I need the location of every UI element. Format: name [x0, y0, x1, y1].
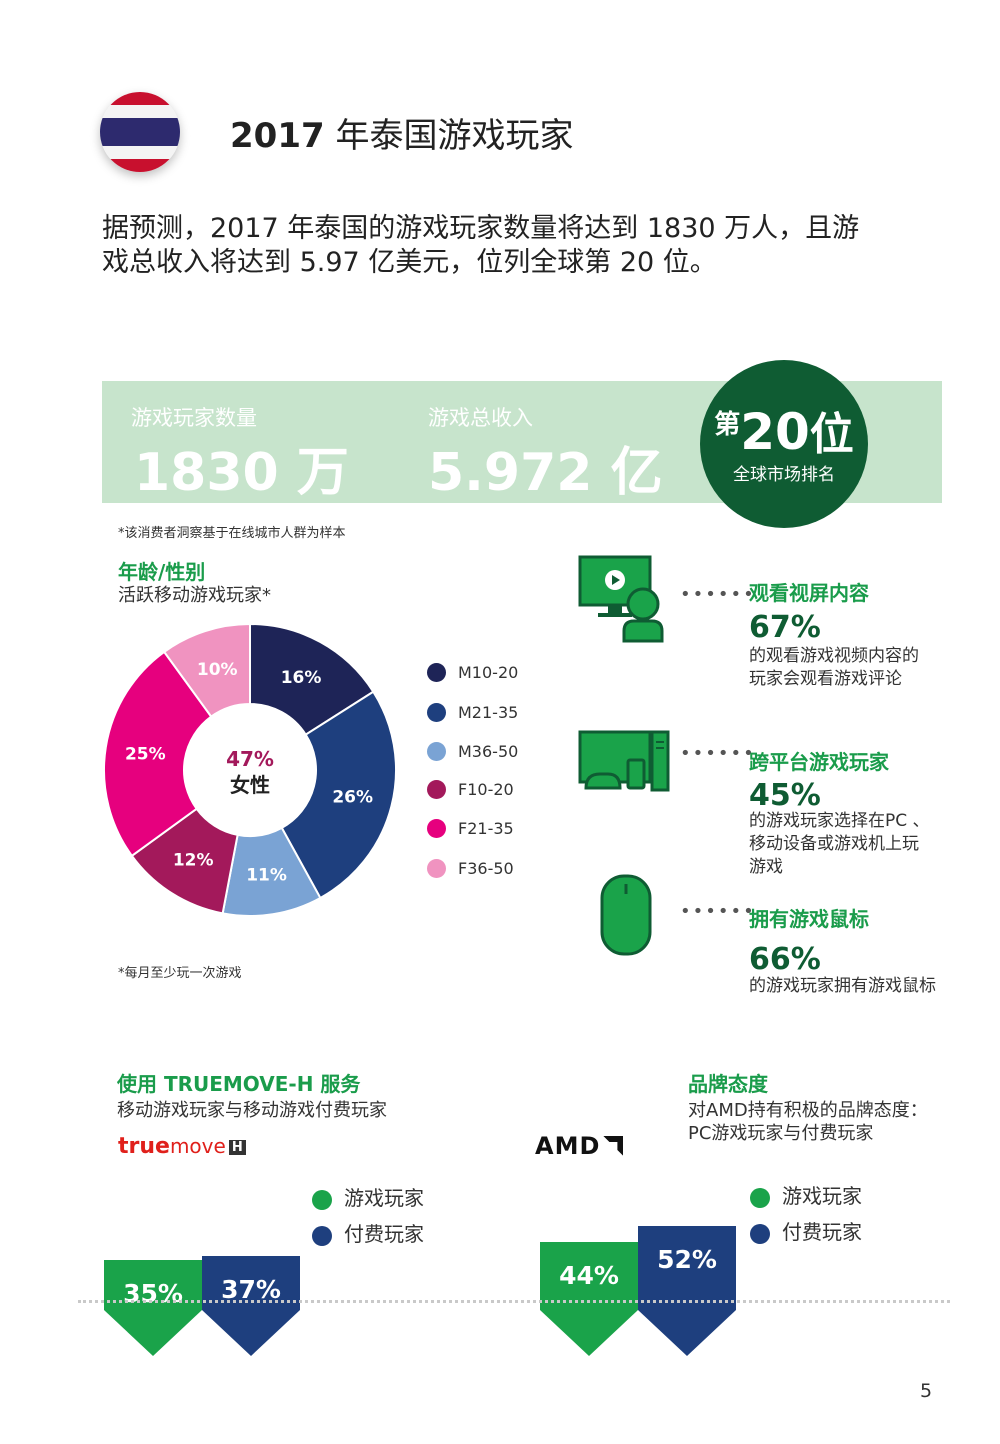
revenue-value: 5.972 亿 — [428, 443, 663, 503]
legend-item-m10-20: M10-20 — [427, 662, 518, 684]
rank-label: 全球市场排名 — [733, 465, 835, 485]
amd-subtitle-line2: PC游戏玩家与付费玩家 — [688, 1123, 874, 1144]
amd-legend-players: 游戏玩家 — [750, 1180, 862, 1209]
donut-slice-m21-35 — [280, 690, 397, 900]
amd-subtitle-line1: 对AMD持有积极的品牌态度： — [688, 1100, 928, 1121]
truemove-bar-0 — [104, 1260, 202, 1356]
age-gender-footnote: *每月至少玩一次游戏 — [118, 966, 242, 981]
truemove-bar-chart: 35% 37% — [104, 1256, 300, 1356]
feature-title-mouse: 拥有游戏鼠标 — [749, 907, 869, 931]
connector-dots: •••••• — [680, 901, 756, 922]
amd-arrow-icon — [603, 1136, 624, 1156]
stats-footnote: *该消费者洞察基于在线城市人群为样本 — [118, 526, 346, 541]
age-gender-subtitle: 活跃移动游戏玩家* — [118, 585, 271, 606]
page-title: 2017 年泰国游戏玩家 — [230, 116, 574, 156]
intro-paragraph: 据预测，2017 年泰国的游戏玩家数量将达到 1830 万人，且游 戏总收入将达… — [102, 212, 932, 280]
legend-item-f10-20: F10-20 — [427, 779, 514, 801]
amd-logo: AMD — [535, 1132, 624, 1160]
donut-slice-f36-50 — [162, 622, 251, 719]
age-gender-donut-chart: 16% 26% 11% 12% 25% 10% 47% 女性 — [103, 622, 397, 917]
feature-desc-video: 的观看游戏视频内容的 玩家会观看游戏评论 — [749, 646, 919, 689]
legend-swatch — [427, 859, 446, 878]
truemove-bar-1 — [202, 1256, 300, 1356]
amd-bar-0 — [540, 1242, 638, 1356]
feature-pct-cross-platform: 45% — [749, 778, 821, 813]
players-label: 游戏玩家数量 — [131, 406, 257, 430]
page-number: 5 — [920, 1380, 933, 1402]
truemove-bar-label-0: 35% — [123, 1279, 183, 1308]
legend-item-m36-50: M36-50 — [427, 741, 518, 763]
intro-line-1: 据预测，2017 年泰国的游戏玩家数量将达到 1830 万人，且游 — [102, 213, 860, 244]
truemove-legend-paying: 付费玩家 — [312, 1218, 424, 1247]
players-value: 1830 万 — [134, 443, 349, 503]
age-gender-title: 年龄/性别 — [118, 560, 206, 584]
legend-item-f21-35: F21-35 — [427, 818, 514, 840]
amd-title: 品牌态度 — [688, 1072, 768, 1096]
connector-dots: •••••• — [680, 584, 756, 605]
multi-device-icon — [578, 730, 670, 792]
amd-bar-1 — [638, 1226, 736, 1356]
legend-label: M36-50 — [458, 742, 519, 761]
legend-swatch — [427, 742, 446, 761]
amd-bar-label-1: 52% — [657, 1245, 717, 1274]
donut-center-label: 女性 — [230, 773, 270, 797]
donut-label-f21-35: 25% — [125, 744, 166, 764]
truemove-logo: truemove H — [118, 1134, 246, 1159]
rank-badge: 第20位 全球市场排名 — [700, 360, 868, 528]
feature-pct-mouse: 66% — [749, 942, 821, 977]
legend-swatch — [427, 703, 446, 722]
donut-label-f36-50: 10% — [197, 660, 238, 680]
legend-item-f36-50: F36-50 — [427, 858, 514, 880]
video-viewer-icon — [578, 555, 664, 643]
legend-label: F21-35 — [458, 819, 514, 838]
donut-label-m10-20: 16% — [281, 668, 322, 688]
donut-label-m21-35: 26% — [332, 787, 373, 807]
feature-title-cross-platform: 跨平台游戏玩家 — [749, 750, 889, 774]
truemove-bar-label-1: 37% — [221, 1275, 281, 1304]
rank-prefix: 第 — [714, 410, 741, 440]
donut-slice-f21-35 — [103, 650, 213, 858]
intro-line-2: 戏总收入将达到 5.97 亿美元，位列全球第 20 位。 — [102, 247, 717, 278]
truemove-title: 使用 TRUEMOVE-H 服务 — [117, 1072, 361, 1096]
legend-swatch — [427, 663, 446, 682]
donut-label-m36-50: 11% — [246, 866, 287, 886]
connector-dots: •••••• — [680, 743, 756, 764]
mouse-icon — [600, 874, 652, 956]
thailand-flag-icon — [100, 92, 180, 172]
revenue-label: 游戏总收入 — [428, 406, 533, 430]
legend-label: F10-20 — [458, 780, 514, 799]
donut-slice-m10-20 — [249, 622, 375, 737]
truemove-legend-players: 游戏玩家 — [312, 1182, 424, 1211]
amd-bar-label-0: 44% — [559, 1261, 619, 1290]
donut-center-pct: 47% — [226, 747, 274, 771]
legend-label: M10-20 — [458, 663, 519, 682]
legend-label: F36-50 — [458, 859, 514, 878]
legend-item-m21-35: M21-35 — [427, 702, 518, 724]
baseline-divider — [78, 1300, 950, 1303]
donut-label-f10-20: 12% — [173, 850, 214, 870]
legend-swatch — [427, 819, 446, 838]
feature-desc-mouse: 的游戏玩家拥有游戏鼠标 — [749, 976, 936, 996]
rank-number: 20 — [740, 403, 810, 461]
feature-desc-cross-platform: 的游戏玩家选择在PC 、 移动设备或游戏机上玩 游戏 — [749, 811, 930, 877]
truemove-subtitle: 移动游戏玩家与移动游戏付费玩家 — [117, 1100, 387, 1121]
rank-suffix: 位 — [809, 409, 854, 460]
legend-swatch — [427, 780, 446, 799]
feature-title-video: 观看视屏内容 — [749, 581, 869, 605]
legend-label: M21-35 — [458, 703, 519, 722]
amd-legend-paying: 付费玩家 — [750, 1216, 862, 1245]
amd-bar-chart: 44% 52% — [540, 1226, 736, 1356]
feature-pct-video: 67% — [749, 610, 821, 645]
